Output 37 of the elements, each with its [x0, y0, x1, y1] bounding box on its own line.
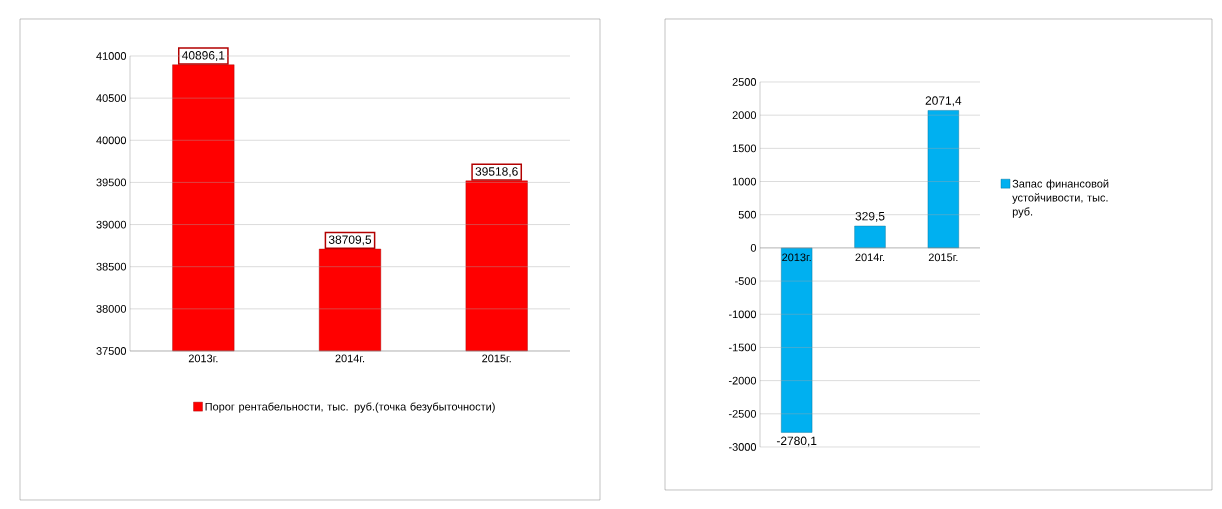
data-label: 329,5	[855, 211, 885, 222]
y-tick-label: 1000	[732, 177, 757, 186]
legend-label: Запас финансовой устойчивости, тыс. руб.	[1012, 179, 1109, 218]
x-tick-label: 2013г.	[782, 253, 811, 262]
x-tick-label: 2014г.	[335, 354, 365, 363]
bar	[781, 247, 813, 433]
y-tick-label: 40000	[96, 136, 127, 145]
data-label: 39518,6	[475, 167, 518, 178]
data-label: 38709,5	[328, 235, 372, 246]
x-tick-label: 2013г.	[188, 354, 218, 363]
data-label: 40896,1	[182, 51, 225, 61]
y-tick-label: 37500	[96, 347, 127, 355]
x-tick-label: 2015г.	[482, 354, 511, 363]
bar	[854, 225, 886, 249]
y-tick-label: 41000	[96, 52, 127, 60]
data-label: 2071,4	[925, 96, 962, 107]
bar	[927, 110, 959, 249]
y-tick-label: -1500	[728, 343, 757, 352]
y-tick-label: -3000	[728, 443, 757, 451]
x-tick-label: 2015г.	[928, 253, 958, 262]
y-tick-label: 2500	[732, 78, 757, 86]
y-tick-label: 38000	[96, 304, 127, 313]
y-tick-label: 39000	[96, 220, 127, 229]
y-tick-label: -2500	[728, 409, 757, 418]
y-tick-label: -2000	[728, 376, 757, 385]
legend-label: Порог рентабельности, тыс. руб.(точка безубыточности)	[205, 402, 495, 413]
y-tick-label: 39500	[96, 178, 127, 187]
data-label: -2780,1	[776, 436, 817, 447]
y-tick-label: 500	[738, 210, 757, 219]
y-tick-label: -500	[735, 277, 757, 285]
y-tick-label: -1000	[728, 310, 757, 319]
y-tick-label: 40500	[96, 94, 127, 103]
y-tick-label: 1500	[732, 144, 757, 153]
x-tick-label: 2014г.	[855, 253, 885, 262]
y-tick-label: 0	[750, 244, 757, 252]
y-tick-label: 2000	[732, 111, 757, 120]
y-tick-label: 38500	[96, 262, 127, 271]
